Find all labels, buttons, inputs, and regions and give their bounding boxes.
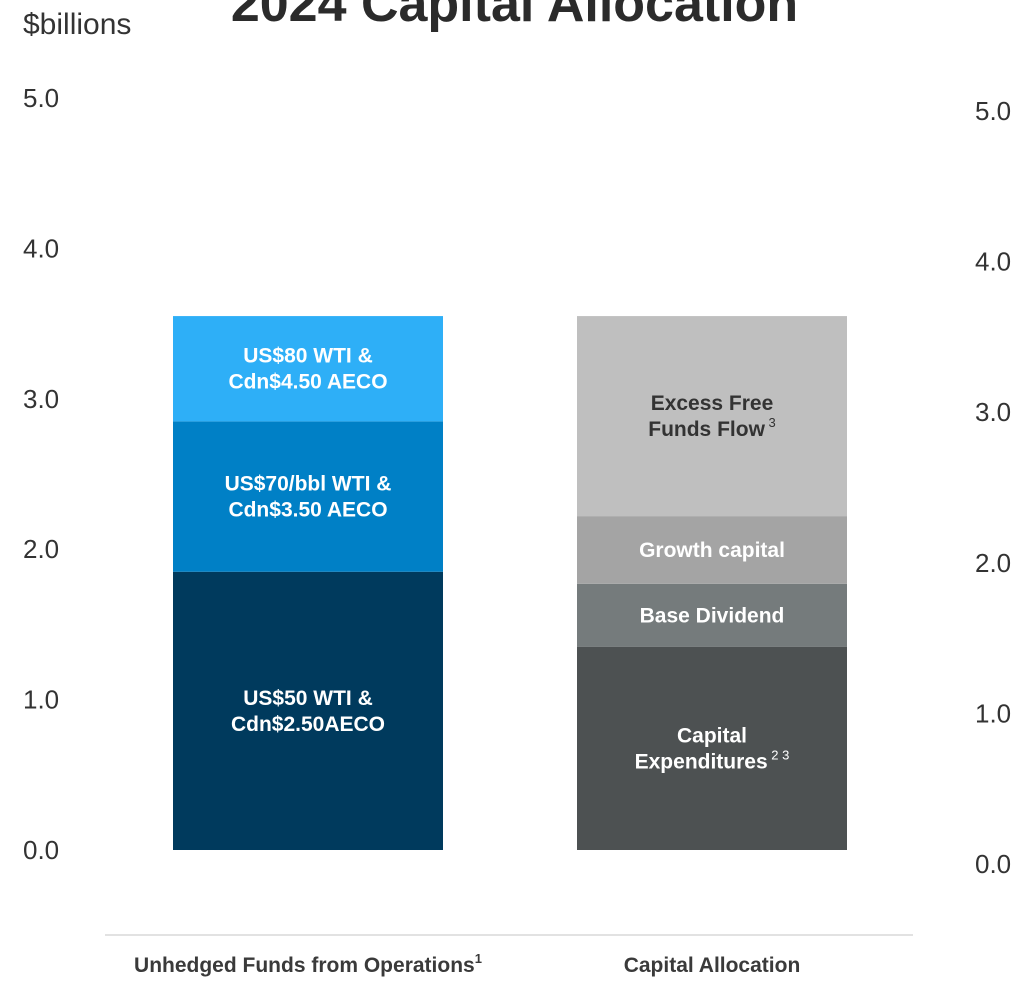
bar-segment-label: US$70/bbl WTI & xyxy=(225,473,392,496)
secondary-y-tick-label: 3.0 xyxy=(975,397,1011,427)
bar-segment-label: Excess Free xyxy=(651,392,774,415)
bars-group: US$50 WTI & Cdn$2.50AECO US$70/bbl WTI & Cd… xyxy=(173,316,847,850)
secondary-y-tick-label: 4.0 xyxy=(975,247,1011,277)
secondary-y-tick-label: 2.0 xyxy=(975,548,1011,578)
y-tick-label: 2.0 xyxy=(23,534,59,564)
y-tick-label: 1.0 xyxy=(23,685,59,715)
bar-segment-label: Growth capital xyxy=(639,539,785,562)
y-tick-label: 3.0 xyxy=(23,384,59,414)
secondary-y-tick-label: 5.0 xyxy=(975,96,1011,126)
bar-segment xyxy=(173,421,443,572)
y-tick-label: 5.0 xyxy=(23,83,59,113)
secondary-y-tick-label: 0.0 xyxy=(975,849,1011,879)
bar-segment xyxy=(173,316,443,422)
bar-segment-label: Funds Flow 3 xyxy=(648,415,776,441)
category-label: Unhedged Funds from Operations1 xyxy=(134,951,482,977)
bar-segment xyxy=(577,583,847,647)
bar-segment-label: US$80 WTI & xyxy=(243,345,373,368)
bar-segment-label: Capital xyxy=(677,724,747,747)
y-tick-label: 4.0 xyxy=(23,233,59,263)
y-axis-unit-label: $billions xyxy=(23,8,132,41)
category-label: Capital Allocation xyxy=(624,954,801,977)
y-axis-left: 0.0 1.0 2.0 3.0 4.0 5.0 xyxy=(23,83,59,865)
secondary-y-tick-label: 1.0 xyxy=(975,698,1011,728)
bar-segment-label: Cdn$4.50 AECO xyxy=(228,371,387,394)
bar-segment-label: Cdn$3.50 AECO xyxy=(228,499,387,522)
y-tick-label: 0.0 xyxy=(23,835,59,865)
bar-segment xyxy=(577,316,847,517)
bar-segment-label: US$50 WTI & xyxy=(243,687,373,710)
y-axis-right: 0.0 1.0 2.0 3.0 4.0 5.0 xyxy=(975,96,1011,879)
chart-title: 2024 Capital Allocation xyxy=(230,0,799,33)
category-labels: Unhedged Funds from Operations1 Capital A… xyxy=(134,951,800,977)
bar-segment-label: Base Dividend xyxy=(640,604,785,627)
bar-segment-label: Expenditures 2 3 xyxy=(635,747,790,773)
bar-segment xyxy=(577,646,847,850)
bar-segment-label: Cdn$2.50AECO xyxy=(231,713,385,736)
bar-segment xyxy=(173,571,443,850)
bar-segment xyxy=(577,516,847,584)
